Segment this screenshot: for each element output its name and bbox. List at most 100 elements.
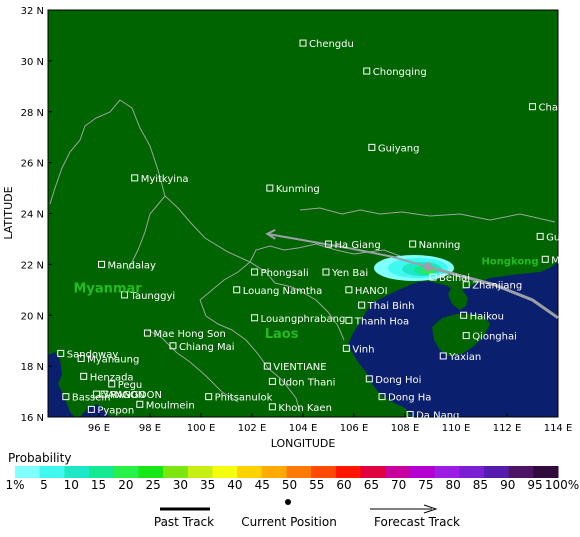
legend-label-first: 1% xyxy=(5,478,24,492)
city-marker xyxy=(251,268,259,276)
city-marker xyxy=(406,410,414,418)
colorbar-label: 75 xyxy=(418,478,433,492)
country-borders xyxy=(49,99,556,413)
lon-tick-label: 102 E xyxy=(238,423,267,434)
forecast-track-line xyxy=(267,232,429,268)
colorbar-swatch xyxy=(508,466,534,478)
city-marker xyxy=(100,390,108,398)
colorbar-label: 65 xyxy=(364,478,379,492)
city-label: Mae Hong Son xyxy=(153,329,225,340)
city-marker xyxy=(251,314,259,322)
city-marker xyxy=(439,352,447,360)
city-marker xyxy=(529,103,536,111)
city-marker xyxy=(268,377,276,385)
colorbar-swatch xyxy=(434,466,460,478)
colorbar-swatch xyxy=(15,466,41,478)
city-label: Udon Thani xyxy=(278,377,335,388)
city-label: YANGON xyxy=(101,390,145,401)
colorbar-swatch xyxy=(483,466,510,478)
city-marker xyxy=(342,344,350,352)
colorbar-label: 90 xyxy=(500,478,515,492)
colorbar-swatch xyxy=(39,466,65,478)
city-label: Chiang Mai xyxy=(179,342,235,353)
city-label: Beihai xyxy=(439,273,470,284)
colorbar-label: 50 xyxy=(282,478,297,492)
city-label: Myanaung xyxy=(87,354,139,365)
colorbar-label: 70 xyxy=(391,478,406,492)
colorbar-label: 40 xyxy=(227,478,242,492)
colorbar-label: 20 xyxy=(118,478,133,492)
city-marker xyxy=(358,301,366,309)
current-position-marker xyxy=(423,262,433,272)
andaman-sea xyxy=(80,404,110,417)
lat-tick-label: 16 N xyxy=(21,413,44,424)
city-marker xyxy=(345,316,353,324)
city-marker xyxy=(536,232,544,240)
city-label: Bassein xyxy=(72,393,111,404)
colorbar-label: 55 xyxy=(309,478,324,492)
city-label: Moulmein xyxy=(146,400,195,411)
city-marker xyxy=(77,354,85,362)
city-marker xyxy=(429,273,437,281)
colorbar-swatch xyxy=(261,466,287,478)
lat-tick-label: 28 N xyxy=(21,108,44,119)
colorbar-swatch xyxy=(113,466,139,478)
colorbar-label: 15 xyxy=(91,478,106,492)
colorbar-label: 5 xyxy=(40,478,48,492)
city-marker xyxy=(169,342,177,350)
colorbar-swatch xyxy=(533,466,559,478)
colorbar-swatch xyxy=(311,466,337,478)
city-label: Nanning xyxy=(419,240,461,251)
city-marker xyxy=(462,332,470,340)
city-marker xyxy=(268,403,276,411)
colorbar-swatch xyxy=(409,466,436,478)
lat-tick-label: 20 N xyxy=(21,311,44,322)
city-marker xyxy=(205,393,213,401)
lon-tick-label: 100 E xyxy=(187,423,216,434)
colorbar-swatch xyxy=(187,466,213,478)
legend-label-last: 100% xyxy=(545,478,579,492)
city-label: Thai Binh xyxy=(367,301,415,312)
city-marker xyxy=(131,174,139,182)
city-label: Guiyang xyxy=(378,143,420,154)
city-marker xyxy=(121,291,128,299)
past-track-legend-label: Past Track xyxy=(154,515,214,529)
city-label: Kunming xyxy=(276,184,320,195)
city-label: Da Nang xyxy=(416,410,459,421)
city-marker xyxy=(87,405,95,413)
city-label: Changsha xyxy=(539,103,580,114)
city-label: Pyapon xyxy=(97,405,134,416)
lon-tick-label: 98 E xyxy=(139,423,161,434)
colorbar-label: 85 xyxy=(473,478,488,492)
city-marker xyxy=(80,372,88,380)
lon-tick-label: 114 E xyxy=(544,423,573,434)
colorbar-swatch xyxy=(459,466,485,478)
forecast-track-legend-label: Forecast Track xyxy=(374,515,460,529)
colorbar-swatch xyxy=(385,466,411,478)
colorbar-label: 95 xyxy=(527,478,542,492)
y-axis-label: LATITUDE xyxy=(2,186,15,239)
city-marker xyxy=(98,260,106,268)
city-label: Phitsanulok xyxy=(215,393,273,404)
leizhou-peninsula xyxy=(448,286,468,310)
legend-title: Probability xyxy=(8,451,71,465)
city-marker xyxy=(368,143,376,151)
lon-tick-label: 110 E xyxy=(442,423,471,434)
city-label: Taunggyi xyxy=(130,291,176,302)
lon-tick-label: 96 E xyxy=(88,423,110,434)
forecast-arrow-head xyxy=(265,228,276,240)
city-marker xyxy=(541,255,549,263)
country-label: Laos xyxy=(265,327,299,342)
lat-tick-label: 26 N xyxy=(21,159,44,170)
country-label: Hongkong xyxy=(482,256,539,267)
city-label: Louangphrabang xyxy=(261,314,346,325)
colorbar-swatch xyxy=(335,466,362,478)
colorbar-swatch xyxy=(237,466,263,478)
x-axis-label: LONGITUDE xyxy=(271,437,336,450)
colorbar-swatch xyxy=(89,466,115,478)
city-marker xyxy=(363,67,371,75)
city-label: Ha Giang xyxy=(335,240,381,251)
lat-tick-label: 32 N xyxy=(21,6,44,17)
lat-tick-label: 24 N xyxy=(21,210,44,221)
city-marker xyxy=(365,375,373,383)
